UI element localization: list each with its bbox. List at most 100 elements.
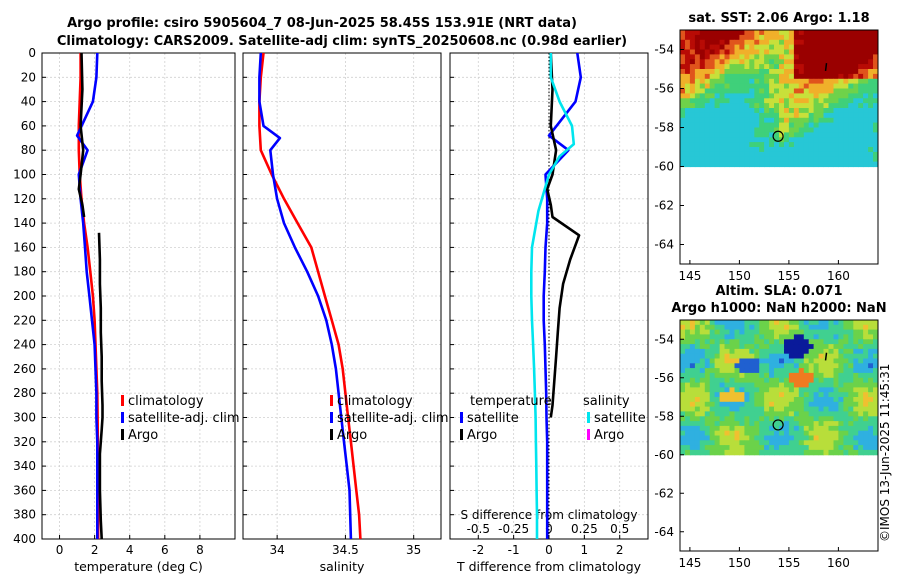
map-cell [754,397,760,403]
map-cell [793,83,800,90]
map-cell [749,392,755,398]
map-cell [724,358,730,364]
map-cell [843,387,849,393]
map-cell [694,83,701,90]
map-cell [784,137,790,143]
map-cell [719,392,726,398]
map-cell [818,368,825,374]
y-tick-label: 220 [13,313,36,327]
map-cell [749,382,755,388]
map-cell [798,324,805,331]
map-cell [823,449,829,456]
map-cell [714,363,721,369]
map-cell [719,368,726,374]
map-cell [769,382,775,388]
map-cell [719,88,726,94]
map-cell [709,372,716,379]
map-cell [754,392,760,398]
map-cell [848,339,854,345]
map-cell [818,392,825,398]
map-cell [724,161,730,168]
map-cell [788,353,795,360]
map-cell [689,411,696,417]
map-cell [704,64,711,70]
map-cell [699,445,706,451]
map-cell [749,445,755,451]
map-cell [858,421,864,427]
map-cell [759,430,765,437]
map-cell [808,377,815,384]
map-cell [754,147,760,153]
map-cell [764,103,770,109]
map-cell [779,151,785,158]
map-cell [714,30,721,36]
map-cell [754,411,760,417]
map-cell [759,382,765,388]
map-cell [779,430,785,437]
map-cell [863,445,869,451]
map-cell [803,368,810,374]
map-cell [843,358,849,364]
map-cell [858,353,864,360]
map-cell [813,416,820,422]
map-cell [793,377,800,384]
map-cell [863,44,869,51]
map-cell [744,368,750,374]
map-cell [818,88,825,94]
map-cell [838,127,844,133]
map-cell [833,401,839,408]
map-cell [764,425,770,432]
map-cell [704,112,711,119]
map-cell [764,44,770,51]
map-cell [694,112,701,119]
map-cell [838,406,844,412]
legend-label: satellite [467,411,519,426]
map-cell [754,122,760,129]
map-cell [680,137,686,143]
map-cell [808,445,815,451]
map-cell [699,137,706,143]
map-cell [798,142,805,148]
map-cell [734,122,740,129]
legend-swatch [330,412,333,423]
map-cell [779,382,785,388]
map-cell [774,83,780,90]
map-cell [744,397,750,403]
map-cell [784,368,790,374]
map-cell [689,156,696,163]
map-cell [769,73,775,80]
map-cell [729,334,735,340]
map-cell [838,334,844,340]
map-cell [764,127,770,133]
map-cell [873,348,879,355]
map-cell [719,358,726,364]
map-cell [828,353,834,360]
map-cell [808,353,815,360]
x-axis-label: T difference from climatology [456,559,642,574]
map-cell [739,161,745,168]
map-cell [689,103,696,109]
map-cell [714,156,721,163]
map-cell [774,329,780,335]
map-cell [709,44,716,51]
map-cell [744,392,750,398]
map-cell [719,142,726,148]
map-cell [813,387,820,393]
map-cell [873,421,879,427]
map-cell [818,117,825,124]
map-cell [779,73,785,80]
map-cell [868,430,874,437]
map-cell [739,363,745,369]
map-cell [709,137,716,143]
map-cell [729,353,735,360]
map-cell [739,34,745,41]
map-cell [749,372,755,379]
map-cell [808,98,815,104]
map-cell [813,368,820,374]
map-cell [828,339,834,345]
map-cell [784,93,790,99]
map-cell [734,142,740,148]
map-cell [823,363,829,369]
map-cell [709,324,716,331]
map-cell [709,392,716,398]
